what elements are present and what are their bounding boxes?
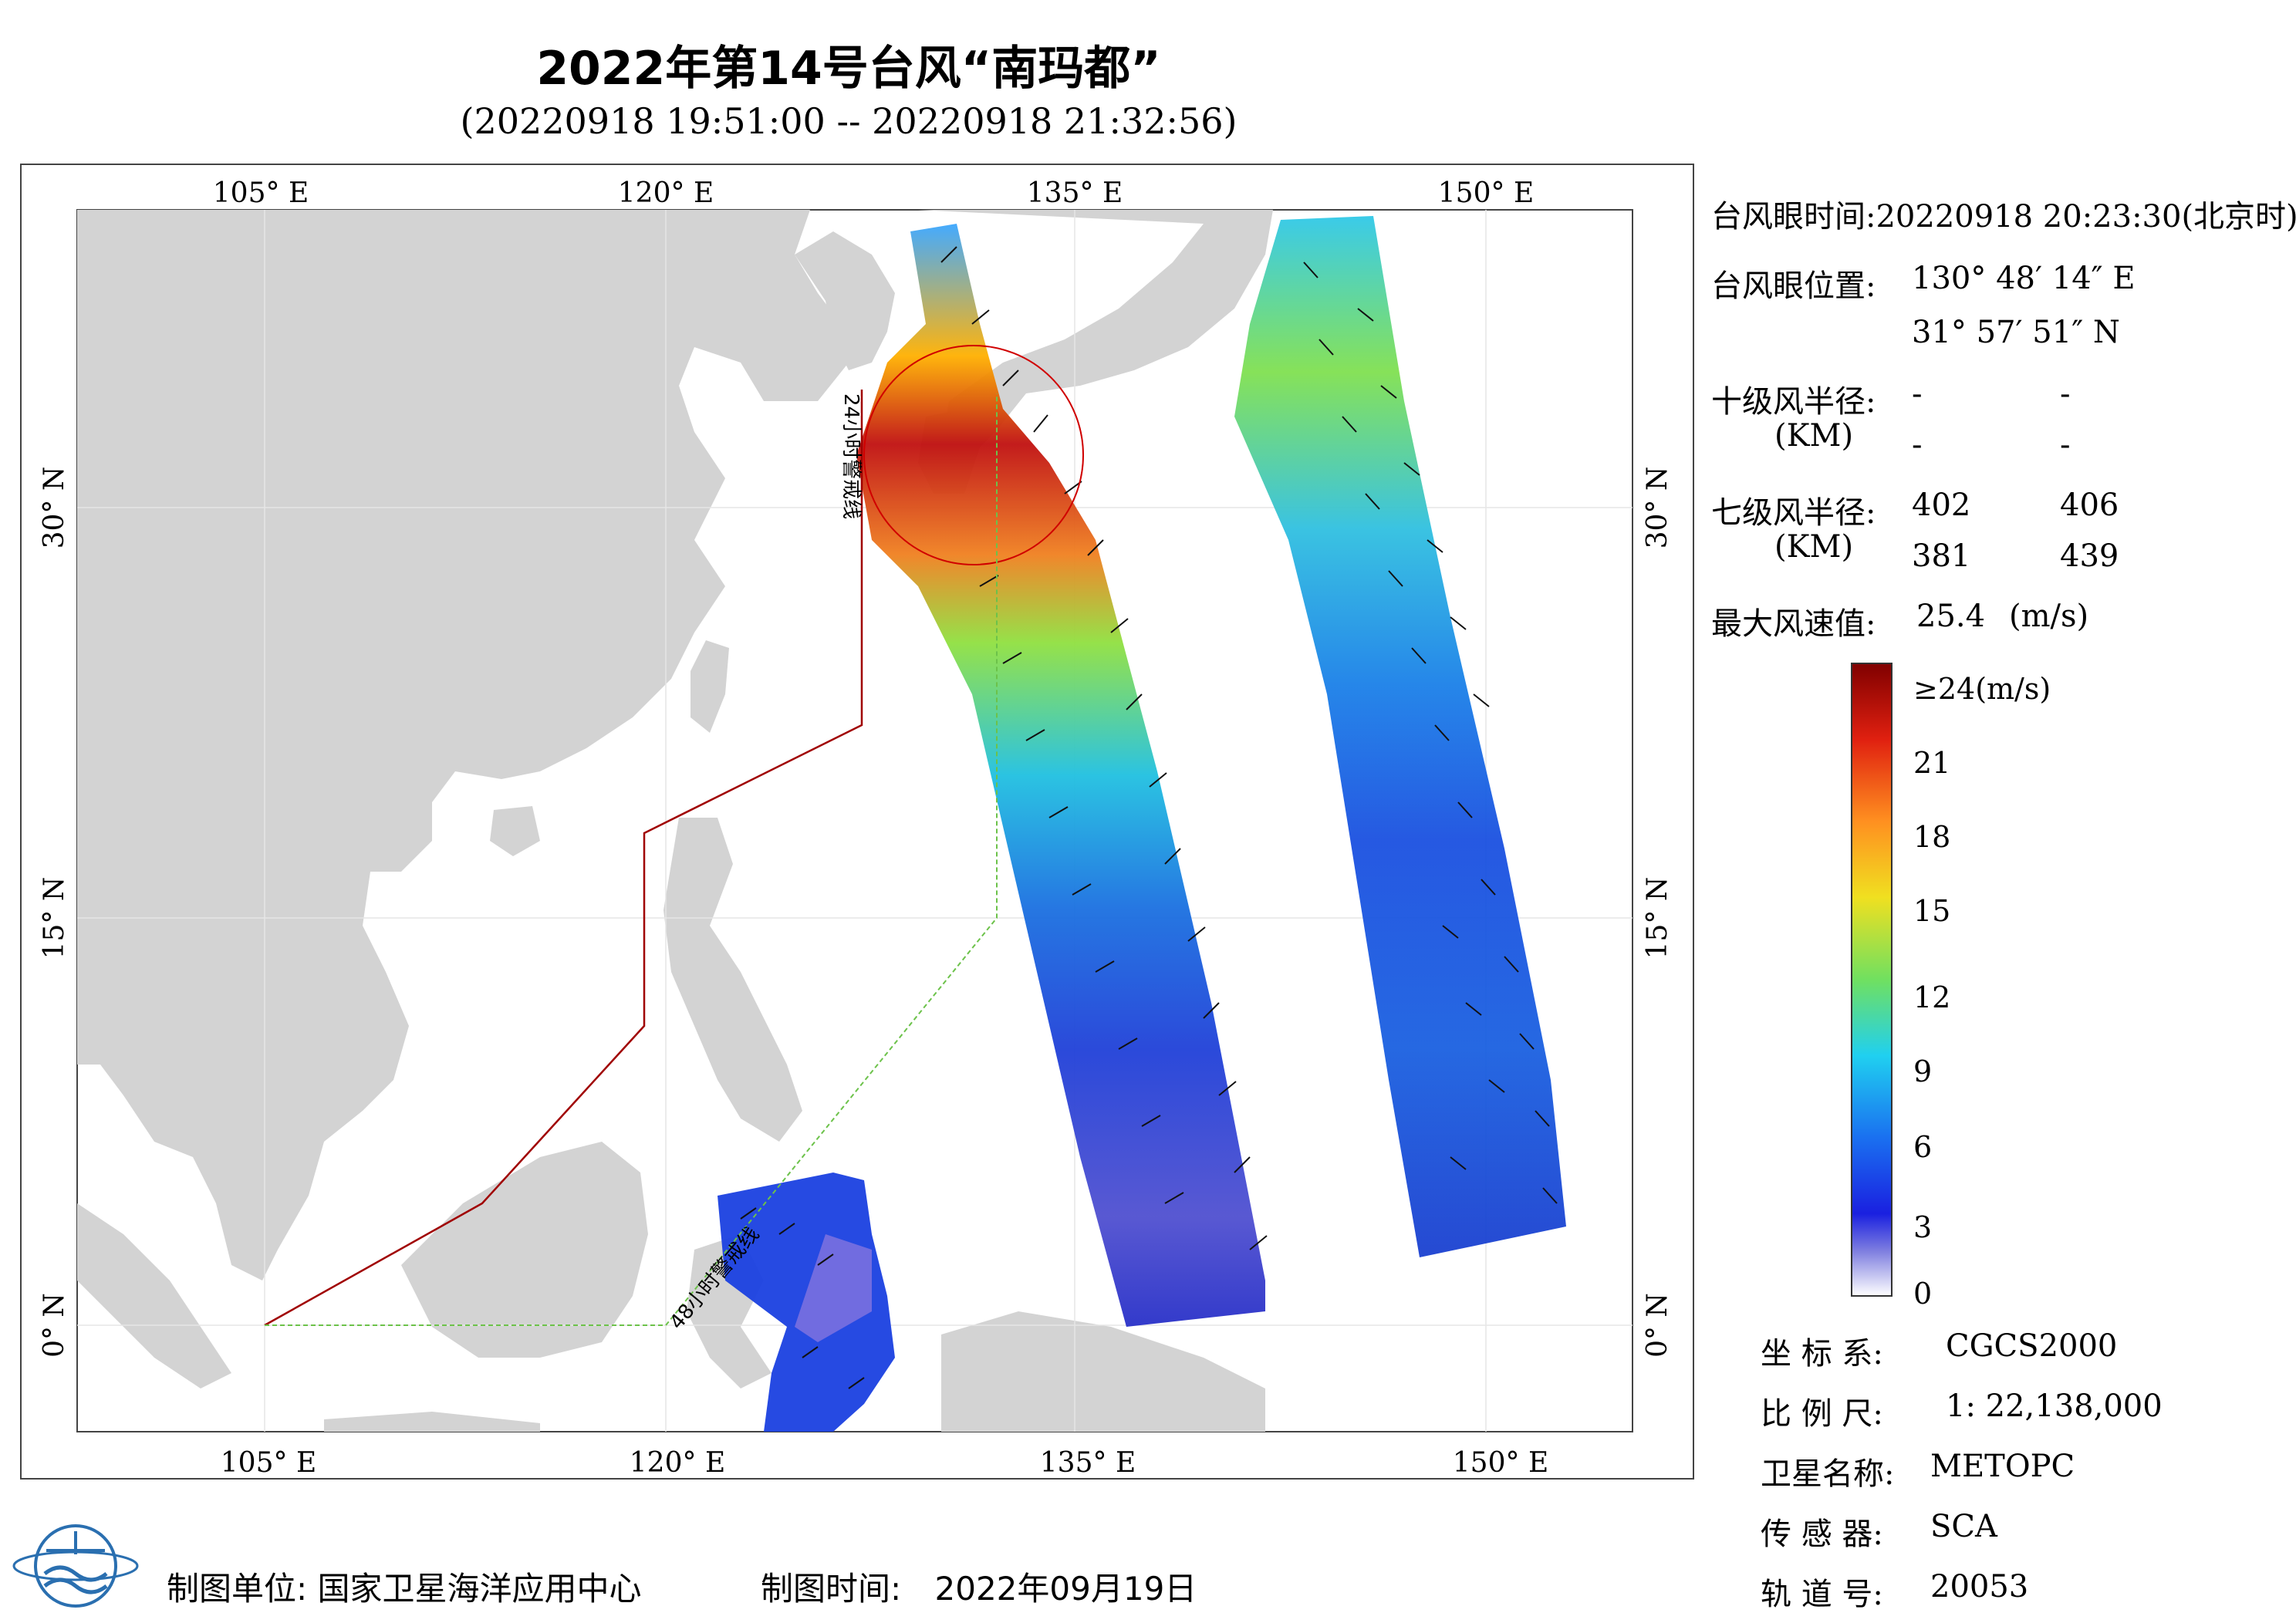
footer-unit-label: 制图单位: — [167, 1570, 308, 1608]
lat-tick-right-15: 15° N — [1642, 877, 1673, 960]
map-frame — [20, 164, 1694, 1480]
swath-indonesia-purple — [795, 1234, 872, 1342]
philippines — [663, 818, 802, 1142]
r10-unit: (KM) — [1774, 418, 1854, 454]
lat-tick-left-15: 15° N — [39, 877, 70, 960]
sensor-label: 传 感 器: — [1761, 1517, 1883, 1552]
korea-peninsula — [795, 231, 895, 370]
colorbar-labels: ≥24(m/s) 21 18 15 12 9 6 3 0 — [1913, 672, 2051, 1311]
satellite-label: 卫星名称: — [1761, 1456, 1895, 1492]
footer-unit-value: 国家卫星海洋应用中心 — [317, 1570, 642, 1608]
sensor-value: SCA — [1930, 1509, 1997, 1544]
orbit-label: 轨 道 号: — [1761, 1577, 1883, 1612]
japan — [918, 210, 1273, 463]
colorbar-label-0: 0 — [1913, 1277, 1932, 1311]
orbit-value: 20053 — [1930, 1569, 2029, 1604]
asia-mainland — [77, 210, 849, 1281]
swath-west — [856, 224, 1265, 1327]
footer-time-value: 2022年09月19日 — [934, 1570, 1197, 1608]
satellite-value: METOPC — [1930, 1449, 2075, 1484]
soa-logo — [12, 1524, 139, 1608]
r7-value-se: 406 — [2060, 488, 2119, 523]
colorbar-label-3: 3 — [1913, 1210, 1932, 1244]
r7-value-ne: 402 — [1912, 488, 1971, 523]
lon-tick-top-135: 135° E — [1027, 177, 1123, 209]
colorbar-label-15: 15 — [1913, 894, 1950, 928]
colorbar-label-6: 6 — [1913, 1130, 1932, 1164]
wind-barbs — [740, 246, 1558, 1389]
java — [324, 1412, 540, 1432]
new-guinea — [941, 1311, 1265, 1432]
page-title: 2022年第14号台风“南玛都” — [536, 42, 1161, 96]
r10-value-sw: - — [1912, 427, 1923, 463]
r10-label: 十级风半径: — [1711, 384, 1876, 420]
lon-tick-bottom-120: 120° E — [630, 1447, 725, 1479]
r7-value-nw: 439 — [2060, 538, 2119, 574]
lat-tick-right-30: 30° N — [1642, 467, 1673, 549]
lon-tick-top-150: 150° E — [1438, 177, 1534, 209]
max-wind-value: 25.4 — [1916, 599, 1986, 634]
lon-tick-bottom-105: 105° E — [221, 1447, 316, 1479]
r7-value-sw: 381 — [1912, 538, 1971, 574]
lat-tick-left-30: 30° N — [39, 467, 70, 549]
lon-tick-bottom-150: 150° E — [1453, 1447, 1548, 1479]
warning-line-48h — [265, 393, 998, 1326]
wind-radius-circle — [863, 345, 1084, 565]
coord-system-label: 坐 标 系: — [1761, 1336, 1883, 1372]
r7-label: 七级风半径: — [1711, 495, 1876, 531]
scale-value: 1: 22,138,000 — [1946, 1388, 2163, 1424]
lon-tick-bottom-135: 135° E — [1040, 1447, 1136, 1479]
colorbar-label-12: 12 — [1913, 980, 1950, 1014]
lon-tick-top-105: 105° E — [213, 177, 309, 209]
taiwan — [690, 640, 729, 733]
eye-position-lat: 31° 57′ 51″ N — [1912, 315, 2120, 350]
colorbar-label-24: ≥24(m/s) — [1913, 672, 2051, 706]
colorbar — [1851, 663, 1893, 1297]
colorbar-label-21: 21 — [1913, 746, 1950, 780]
scale-label: 比 例 尺: — [1761, 1396, 1883, 1432]
hainan — [490, 806, 540, 856]
swath-east — [1234, 216, 1566, 1257]
footer-time-label: 制图时间: — [761, 1570, 902, 1608]
lon-tick-top-120: 120° E — [618, 177, 714, 209]
lat-tick-right-0: 0° N — [1642, 1293, 1673, 1358]
colorbar-label-18: 18 — [1913, 820, 1950, 854]
borneo — [401, 1142, 648, 1358]
r7-unit: (KM) — [1774, 529, 1854, 565]
r10-value-nw: - — [2060, 427, 2071, 463]
max-wind-label: 最大风速值: — [1711, 606, 1876, 642]
max-wind-unit: (m/s) — [2009, 599, 2089, 634]
sumatra — [77, 1203, 231, 1388]
lat-tick-left-0: 0° N — [39, 1293, 70, 1358]
coord-system-value: CGCS2000 — [1946, 1328, 2118, 1364]
eye-position-lon: 130° 48′ 14″ E — [1912, 261, 2136, 296]
eye-time-value: 20220918 20:23:30(北京时) — [1876, 199, 2296, 235]
warning-line-24h-label: 24小时警戒线 — [839, 393, 863, 519]
eye-position-label: 台风眼位置: — [1711, 268, 1876, 304]
eye-time-label: 台风眼时间: — [1711, 199, 1876, 235]
r10-value-se: - — [2060, 376, 2071, 412]
time-range: (20220918 19:51:00 -- 20220918 21:32:56) — [460, 100, 1237, 142]
colorbar-label-9: 9 — [1913, 1054, 1932, 1088]
r10-value-ne: - — [1912, 376, 1923, 412]
warning-line-24h — [264, 390, 863, 1327]
